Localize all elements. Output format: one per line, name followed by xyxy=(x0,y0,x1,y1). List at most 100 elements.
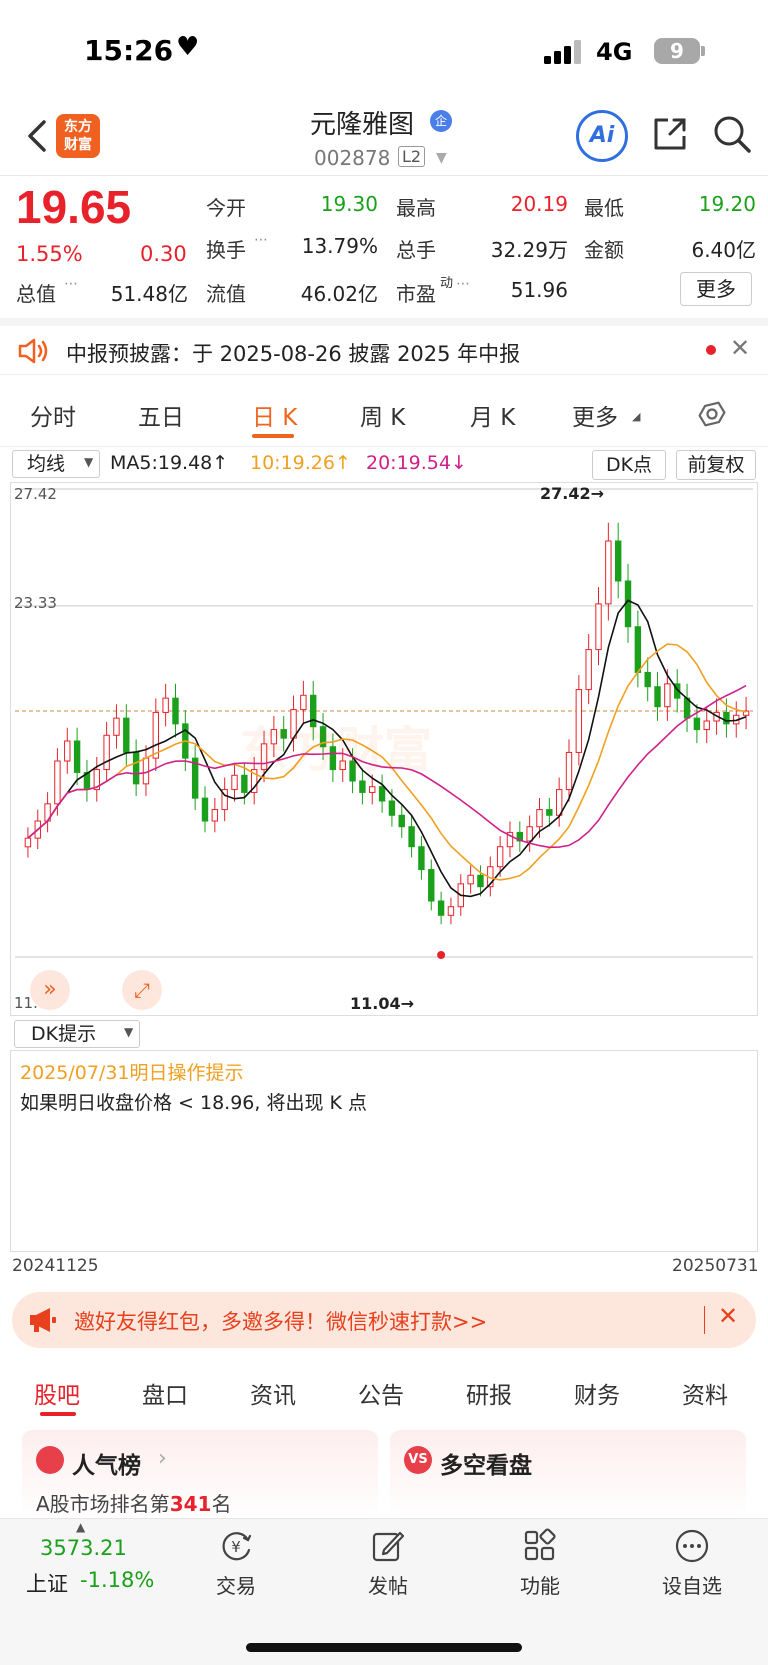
candle-body xyxy=(546,809,553,816)
candle-body xyxy=(64,740,71,762)
candle-body xyxy=(113,717,120,736)
nav-trade[interactable]: 交易 xyxy=(216,1574,256,1598)
turnover-value: 13.79% xyxy=(301,234,378,258)
candle-body xyxy=(536,809,543,828)
info-icon[interactable]: ⋯ xyxy=(456,276,470,292)
close-icon[interactable]: ✕ xyxy=(718,1302,739,1330)
nav-post[interactable]: 发帖 xyxy=(368,1574,408,1598)
edit-icon[interactable] xyxy=(370,1528,406,1564)
index-value[interactable]: 3573.21 xyxy=(40,1536,127,1560)
tab-guba[interactable]: 股吧 xyxy=(34,1383,80,1409)
watermark: 东方财富 xyxy=(240,722,433,778)
tab-month-k[interactable]: 月 K xyxy=(470,405,516,431)
candle-body xyxy=(300,694,307,711)
bull-bear-card[interactable] xyxy=(390,1430,746,1520)
market-cap-value: 51.48亿 xyxy=(110,282,188,306)
nav-watchlist[interactable]: 设自选 xyxy=(662,1574,722,1598)
trough-dot xyxy=(437,951,446,959)
fullscreen-icon[interactable]: ⤢ xyxy=(122,970,162,1010)
chevron-down-icon[interactable]: ▼ xyxy=(436,150,447,166)
more-button[interactable]: 更多 xyxy=(680,272,752,306)
search-icon[interactable] xyxy=(712,114,752,154)
notice-text[interactable]: 中报预披露：于 2025-08-26 披露 2025 年中报 xyxy=(66,342,521,366)
rank-number: 341 xyxy=(169,1492,212,1516)
float-cap-value: 46.02亿 xyxy=(300,282,378,306)
ma20-line xyxy=(27,684,747,849)
kline-chart[interactable] xyxy=(10,482,758,1016)
caret-up-icon: ▲ xyxy=(76,1520,86,1534)
unread-dot xyxy=(706,345,716,355)
tab-finance[interactable]: 财务 xyxy=(574,1383,620,1409)
candle-body xyxy=(428,869,435,902)
candle-body xyxy=(506,831,514,848)
grid-icon[interactable] xyxy=(522,1528,558,1564)
tab-week-k[interactable]: 周 K xyxy=(360,405,406,431)
info-icon[interactable]: ⋯ xyxy=(254,232,268,248)
candle-body xyxy=(241,774,248,793)
tab-pankou[interactable]: 盘口 xyxy=(142,1383,188,1409)
x-axis-start-date: 20241125 xyxy=(12,1256,99,1276)
dk-hint-select[interactable]: DK提示 xyxy=(14,1020,140,1048)
banner-separator xyxy=(704,1306,705,1334)
volume-value: 32.29万 xyxy=(490,238,568,262)
more-dots-icon[interactable] xyxy=(674,1528,710,1564)
chevron-down-icon: ▼ xyxy=(84,455,94,469)
back-icon[interactable] xyxy=(22,116,52,156)
high-value: 20.19 xyxy=(510,192,568,216)
stock-name[interactable]: 元隆雅图 xyxy=(310,110,415,140)
tab-more[interactable]: 更多 xyxy=(572,405,618,431)
chevron-down-icon: ▼ xyxy=(124,1025,134,1039)
tab-announcements[interactable]: 公告 xyxy=(358,1383,404,1409)
ma-select[interactable]: 均线 xyxy=(12,450,100,478)
bottom-nav xyxy=(0,1518,768,1665)
popular-card[interactable] xyxy=(22,1430,378,1520)
section-divider xyxy=(0,318,768,326)
info-icon[interactable]: ⋯ xyxy=(64,276,78,292)
trough-annotation: 11.04→ xyxy=(350,994,415,1013)
tab-research[interactable]: 研报 xyxy=(466,1383,512,1409)
low-label: 最低 xyxy=(584,196,624,220)
tab-profile[interactable]: 资料 xyxy=(682,1383,728,1409)
double-chevron-right-icon[interactable]: » xyxy=(30,970,70,1010)
invite-text[interactable]: 邀好友得红包，多邀多得！微信秒速打款>> xyxy=(74,1310,488,1334)
bull-bear-title: 多空看盘 xyxy=(440,1453,532,1479)
candle-body xyxy=(605,540,612,605)
candle-body xyxy=(418,846,425,871)
tab-five-day[interactable]: 五日 xyxy=(138,405,184,431)
share-icon[interactable] xyxy=(650,114,690,154)
amount-value: 6.40亿 xyxy=(691,238,756,262)
candle-body xyxy=(201,797,209,822)
dk-point-button[interactable]: DK点 xyxy=(592,450,666,480)
yuan-exchange-icon[interactable]: ¥ xyxy=(218,1528,254,1564)
notice-divider xyxy=(0,374,768,375)
x-axis-end-date: 20250731 xyxy=(672,1256,759,1276)
enterprise-badge: 企 xyxy=(430,110,452,132)
tab-divider xyxy=(0,446,768,447)
index-name[interactable]: 上证 xyxy=(26,1572,68,1596)
ma10-readout: 10:19.26↑ xyxy=(250,452,351,474)
close-icon[interactable]: ✕ xyxy=(730,334,751,362)
ma5-readout: MA5:19.48↑ xyxy=(110,452,229,474)
amount-label: 金额 xyxy=(584,238,624,262)
level2-badge[interactable]: L2 xyxy=(398,146,426,167)
ai-button[interactable]: Ai xyxy=(576,110,628,162)
candle-body xyxy=(654,686,661,708)
nav-functions[interactable]: 功能 xyxy=(520,1574,560,1598)
candle-body xyxy=(191,757,199,799)
candle-body xyxy=(319,726,327,748)
y-axis-label-mid: 23.33 xyxy=(14,594,57,612)
candle-body xyxy=(674,683,681,699)
tab-intraday[interactable]: 分时 xyxy=(30,405,76,431)
adjust-button[interactable]: 前复权 xyxy=(676,450,756,480)
tab-active-indicator xyxy=(252,434,294,438)
candle-body xyxy=(231,774,238,791)
index-change[interactable]: -1.18% xyxy=(80,1568,155,1592)
tab-day-k[interactable]: 日 K xyxy=(252,405,298,431)
gear-icon[interactable] xyxy=(696,398,728,430)
tab-news[interactable]: 资讯 xyxy=(250,1383,296,1409)
change-amount: 0.30 xyxy=(140,242,187,266)
candle-body xyxy=(398,814,405,828)
invite-banner[interactable] xyxy=(12,1292,756,1348)
ma20-readout: 20:19.54↓ xyxy=(366,452,467,474)
current-price: 19.65 xyxy=(16,181,132,233)
